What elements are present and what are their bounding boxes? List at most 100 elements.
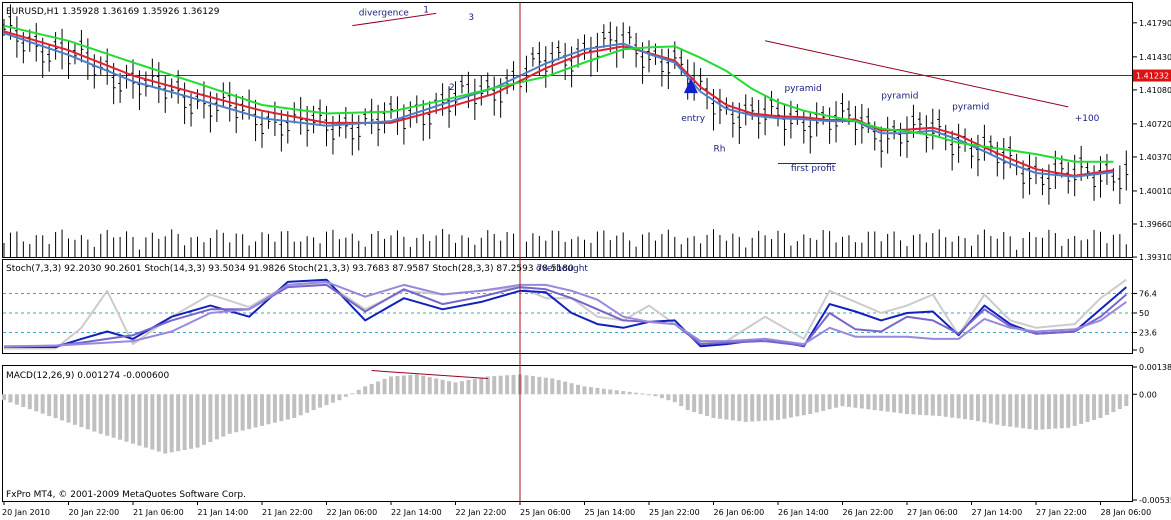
macd-axis-label: 0.00 <box>1139 390 1157 399</box>
main-title: EURUSD,H1 1.35928 1.36169 1.35926 1.3612… <box>6 7 220 17</box>
macd-histogram-bar <box>569 383 574 395</box>
macd-histogram-bar <box>543 377 548 395</box>
moving-average-red-ma <box>3 30 1114 177</box>
macd-histogram-bar <box>1034 394 1038 430</box>
annotation-label: 2 <box>449 83 455 93</box>
price-marker-box <box>1133 69 1171 82</box>
macd-histogram-bar <box>260 394 264 426</box>
macd-histogram-bar <box>711 394 716 418</box>
copyright-text: FxPro MT4, © 2001-2009 MetaQuotes Softwa… <box>6 490 246 500</box>
macd-histogram-bar <box>827 394 832 410</box>
time-axis-label: 22 Jan 14:00 <box>391 508 442 517</box>
macd-histogram-bar <box>737 394 742 422</box>
macd-histogram-bar <box>285 394 290 420</box>
macd-histogram-bar <box>330 394 335 403</box>
macd-histogram-bar <box>279 394 284 422</box>
macd-histogram-bar <box>221 394 226 437</box>
stoch-panel-frame <box>2 259 1133 354</box>
macd-histogram-bar <box>40 394 45 414</box>
macd-histogram-bar <box>705 394 710 417</box>
macd-histogram-bar <box>92 394 97 432</box>
macd-histogram-bar <box>853 394 858 408</box>
macd-histogram-bar <box>137 394 142 446</box>
macd-histogram-bar <box>885 394 890 412</box>
time-axis-label: 21 Jan 06:00 <box>133 508 184 517</box>
macd-histogram-bar <box>576 384 581 395</box>
macd-histogram-bar <box>247 394 252 430</box>
macd-histogram-bar <box>189 394 194 449</box>
macd-histogram-bar <box>324 394 329 406</box>
macd-histogram-bar <box>937 394 942 417</box>
stochastic-panel[interactable]: 76.4 50 23.6 0 <box>3 278 1157 355</box>
annotation-label: Rh <box>714 144 726 154</box>
macd-histogram-bar <box>846 394 851 407</box>
macd-histogram-bar <box>356 389 361 395</box>
time-axis-label: 26 Jan 14:00 <box>778 508 829 517</box>
moving-average-blue-ma <box>3 32 1114 178</box>
macd-panel[interactable]: 0.00138 0.00 -0.00535 <box>2 363 1171 505</box>
macd-histogram-bar <box>537 376 542 395</box>
macd-histogram-bar <box>769 394 774 421</box>
time-axis-label: 28 Jan 06:00 <box>1101 508 1152 517</box>
macd-histogram-bar <box>182 394 187 451</box>
macd-histogram-bar <box>47 394 52 416</box>
stoch-line <box>4 278 1127 348</box>
annotation-label: entry <box>681 114 705 124</box>
macd-histogram-bar <box>2 394 6 401</box>
macd-histogram-bar <box>672 394 677 403</box>
macd-histogram-bar <box>143 394 148 448</box>
main-panel-frame <box>2 2 1133 258</box>
macd-histogram-bar <box>150 394 155 450</box>
macd-histogram-bar <box>717 394 722 419</box>
macd-histogram-bar <box>434 378 439 395</box>
macd-histogram-bar <box>1085 394 1090 422</box>
macd-histogram-bar <box>530 376 535 395</box>
macd-histogram-bar <box>292 394 297 418</box>
macd-histogram-bar <box>8 394 13 403</box>
moving-average-green-ma <box>3 24 1114 163</box>
macd-histogram-bar <box>1014 394 1019 428</box>
annotation-label: pyramid <box>881 91 918 101</box>
macd-histogram-bar <box>692 394 697 413</box>
macd-axis-label: -0.00535 <box>1139 496 1171 505</box>
macd-histogram-bar <box>14 394 19 405</box>
macd-histogram-bar <box>79 394 84 428</box>
macd-histogram-bar <box>1092 394 1097 420</box>
macd-histogram-bar <box>685 394 690 411</box>
macd-histogram-bar <box>34 394 39 412</box>
price-axis-label: 1.40720 <box>1139 120 1171 129</box>
price-axis-label: 1.41790 <box>1139 19 1171 28</box>
macd-histogram-bar <box>905 394 909 415</box>
macd-histogram-bar <box>105 394 110 436</box>
macd-histogram-bar <box>1021 394 1026 429</box>
macd-histogram-bar <box>305 394 310 413</box>
time-axis-label: 27 Jan 14:00 <box>972 508 1023 517</box>
macd-histogram-bar <box>1059 394 1064 429</box>
price-panel[interactable]: 1.41790 1.41430 1.41080 1.40720 1.40370 1.400… <box>2 4 1171 262</box>
macd-histogram-bar <box>840 394 845 407</box>
macd-histogram-bar <box>479 377 484 395</box>
annotation-label: first profit <box>791 164 836 174</box>
macd-histogram-bar <box>917 394 922 415</box>
macd-histogram-bar <box>472 378 477 395</box>
macd-histogram-bar <box>724 394 729 420</box>
time-axis-label: 20 Jan 22:00 <box>69 508 120 517</box>
stoch-axis-label: 50 <box>1139 309 1149 318</box>
macd-histogram-bar <box>859 394 864 409</box>
macd-histogram-bar <box>298 394 303 416</box>
macd-histogram-bar <box>963 394 968 420</box>
macd-histogram-bar <box>1111 394 1116 413</box>
time-axis-label: 25 Jan 14:00 <box>585 508 636 517</box>
macd-histogram-bar <box>524 375 529 395</box>
macd-histogram-bar <box>924 394 929 416</box>
macd-histogram-bar <box>176 394 181 452</box>
macd-histogram-bar <box>440 379 445 395</box>
stoch-annotation-overbought: overbought <box>536 264 588 274</box>
macd-histogram-bar <box>343 394 348 397</box>
downtrend-line <box>764 40 1069 108</box>
price-axis-label: 1.39660 <box>1139 220 1171 229</box>
time-axis-label: 21 Jan 22:00 <box>262 508 313 517</box>
time-axis-label: 26 Jan 22:00 <box>843 508 894 517</box>
macd-histogram-bar <box>608 389 613 395</box>
